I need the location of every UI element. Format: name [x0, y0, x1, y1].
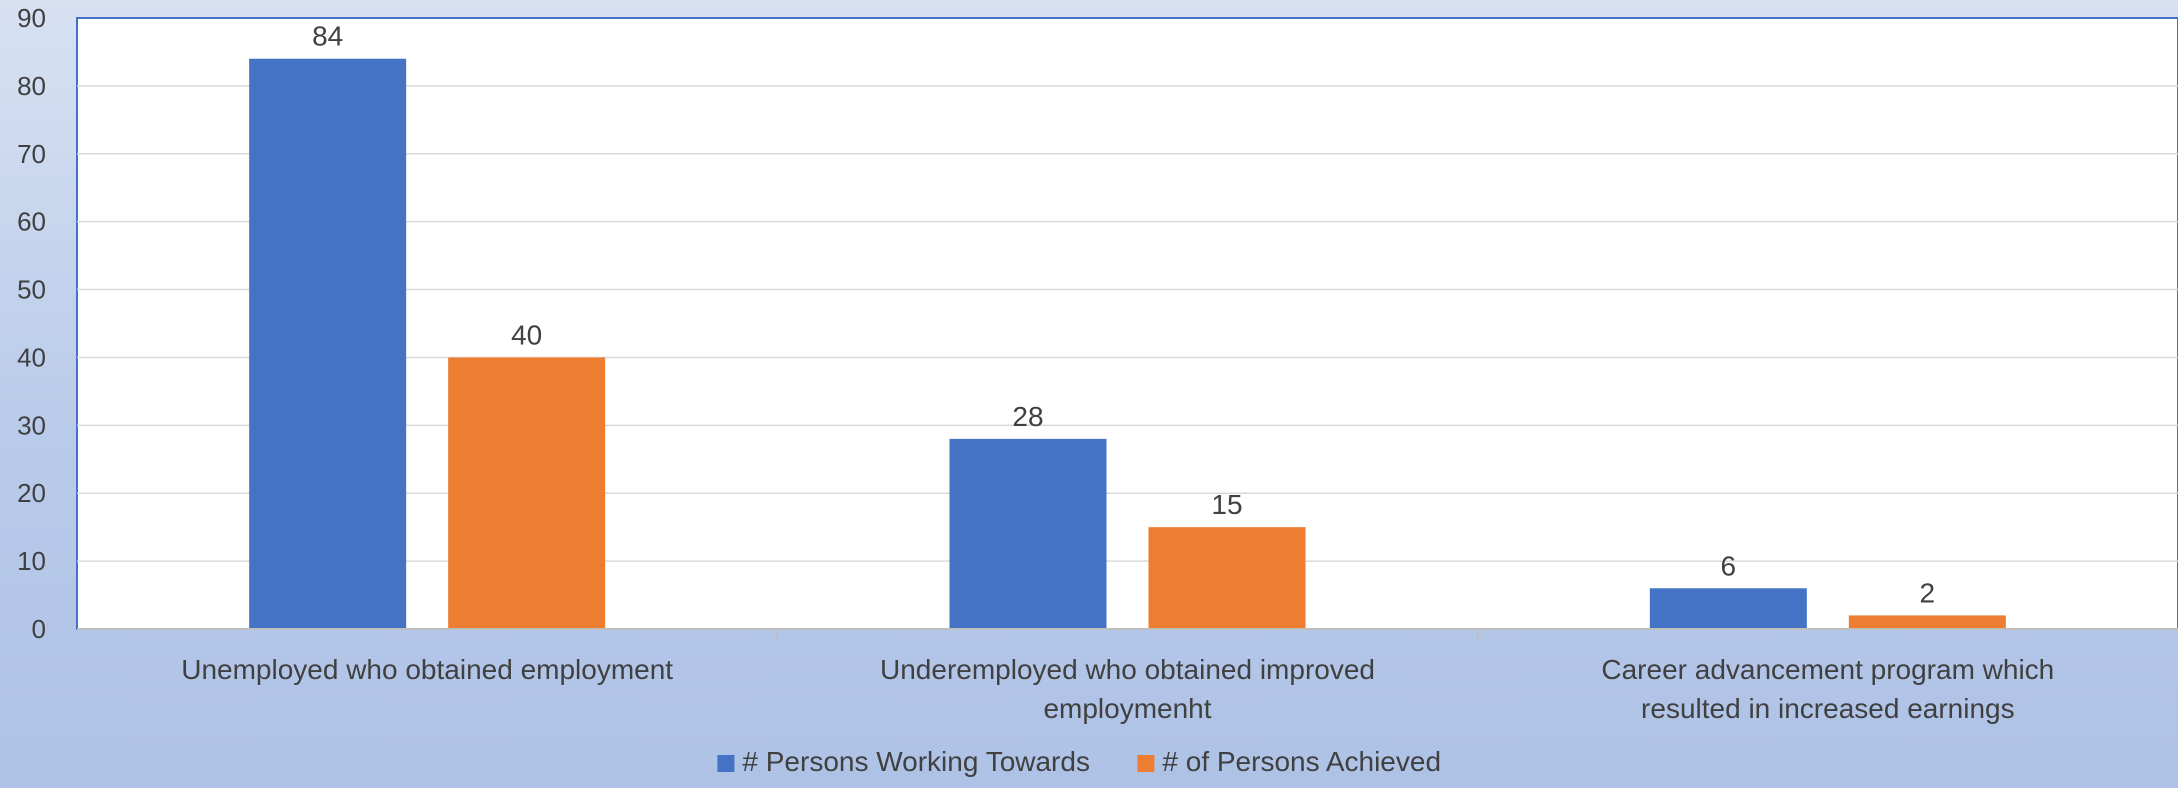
x-category-label: Career advancement program which resulted… — [1601, 654, 2054, 724]
data-label: 2 — [1920, 577, 1936, 608]
bar — [1148, 527, 1306, 629]
gridlines — [77, 85, 2178, 562]
bar — [249, 58, 407, 629]
bar — [448, 357, 606, 629]
legend-label: # Persons Working Towards — [742, 746, 1090, 777]
legend-label: # of Persons Achieved — [1162, 746, 1441, 777]
y-tick-label: 90 — [17, 3, 46, 33]
y-tick-label: 70 — [17, 139, 46, 169]
y-tick-label: 30 — [17, 410, 46, 440]
data-labels: 84 40 28 15 6 2 — [312, 21, 1935, 609]
y-tick-label: 80 — [17, 71, 46, 101]
data-label: 6 — [1721, 550, 1737, 581]
y-tick-label: 50 — [17, 275, 46, 305]
y-tick-label: 20 — [17, 478, 46, 508]
plot-area — [76, 17, 2178, 630]
x-axis: Unemployed who obtained employment Undere… — [77, 628, 2178, 724]
bar — [949, 438, 1107, 629]
bar — [1848, 615, 2006, 629]
y-tick-label: 60 — [17, 207, 46, 237]
legend-swatch — [717, 755, 735, 772]
bar — [1649, 588, 1807, 629]
data-label: 40 — [511, 319, 542, 350]
legend-swatch — [1137, 755, 1155, 772]
x-category-label: Unemployed who obtained employment — [181, 654, 673, 685]
bars — [249, 58, 2006, 629]
y-tick-label: 0 — [32, 614, 46, 644]
legend: # Persons Working Towards # of Persons Ac… — [717, 746, 1441, 777]
x-category-label: Underemployed who obtained improved emplo… — [880, 654, 1375, 724]
data-label: 84 — [312, 21, 343, 52]
data-label: 28 — [1012, 401, 1043, 432]
y-axis-ticks: 0 10 20 30 40 50 60 70 80 90 — [17, 3, 46, 644]
data-label: 15 — [1211, 489, 1242, 520]
y-tick-label: 10 — [17, 546, 46, 576]
y-tick-label: 40 — [17, 342, 46, 372]
